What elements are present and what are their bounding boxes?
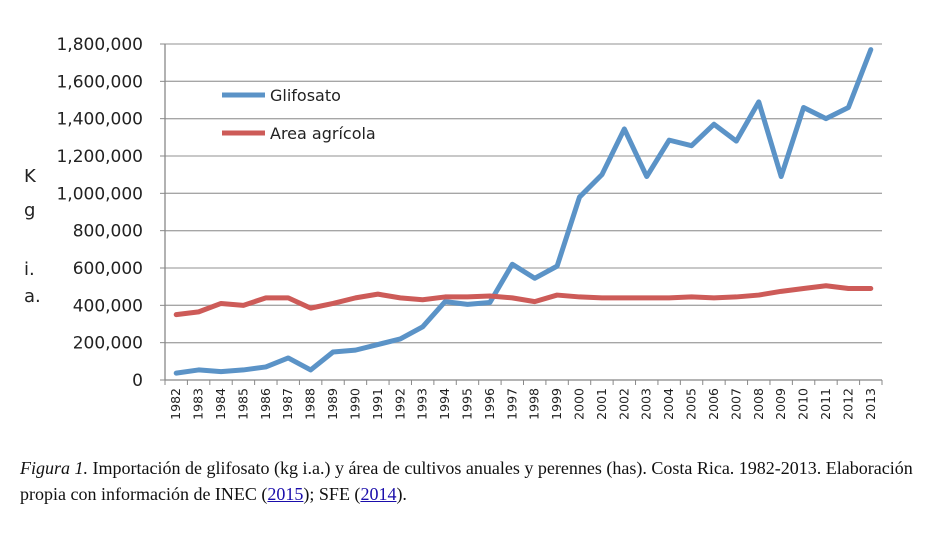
y-axis-label: g [24, 200, 35, 221]
x-tick-label: 1982 [168, 388, 183, 420]
series-line-area-agricola [173, 283, 874, 318]
y-tick-label: 600,000 [73, 259, 143, 279]
x-tick-label: 1983 [191, 388, 206, 420]
x-tick-label: 2001 [594, 388, 609, 420]
x-tick-label: 2007 [728, 388, 743, 420]
x-tick-label: 1992 [392, 388, 407, 420]
x-tick-label: 1995 [459, 388, 474, 420]
series-line-glifosato [173, 47, 874, 376]
y-tick-label: 200,000 [73, 334, 143, 354]
line-chart: 0 200,000 400,000 600,000 800,000 1,000,000 1,… [24, 35, 883, 420]
x-tick-label: 1997 [504, 388, 519, 420]
x-tick-label: 2012 [840, 388, 855, 420]
y-axis-label: K [24, 166, 37, 187]
y-axis-label: a. [24, 286, 41, 307]
x-tick-label: 1984 [213, 388, 228, 420]
y-tick-label: 1,000,000 [56, 184, 143, 204]
x-tick-label: 2008 [751, 388, 766, 420]
figure-label: Figura 1. [20, 458, 89, 478]
legend-label: Area agrícola [270, 124, 376, 143]
y-tick-label: 1,600,000 [56, 72, 143, 92]
x-tick-label: 1999 [549, 388, 564, 420]
x-tick-label: 1996 [482, 388, 497, 420]
x-tick-label: 1994 [437, 388, 452, 420]
x-tick-label: 1998 [527, 388, 542, 420]
x-tick-label: 1988 [303, 388, 318, 420]
y-tick-label: 1,400,000 [56, 110, 143, 130]
x-tick-label: 1993 [415, 388, 430, 420]
x-tick-label: 2010 [796, 388, 811, 420]
figure-caption: Figura 1. Importación de glifosato (kg i… [20, 455, 920, 507]
y-tick-label: 400,000 [73, 296, 143, 316]
x-tick-label: 1985 [235, 388, 250, 420]
sfe-link[interactable]: 2014 [360, 484, 397, 504]
x-tick-label: 2000 [572, 388, 587, 420]
inec-link[interactable]: 2015 [267, 484, 304, 504]
legend-label: Glifosato [270, 86, 341, 105]
x-tick-label: 2009 [773, 388, 788, 420]
x-tick-label: 2011 [818, 388, 833, 420]
x-tick-label: 1987 [280, 388, 295, 420]
x-tick-label: 2006 [706, 388, 721, 420]
y-axis-label: i. [24, 259, 35, 280]
caption-text: ). [396, 484, 407, 504]
x-tick-label: 1990 [347, 388, 362, 420]
x-tick-label: 2002 [616, 388, 631, 420]
x-tick-label: 2005 [684, 388, 699, 420]
caption-text: Importación de glifosato (kg i.a.) y áre… [20, 458, 913, 504]
y-tick-label: 800,000 [73, 222, 143, 242]
y-tick-label: 1,200,000 [56, 147, 143, 167]
x-tick-label: 1986 [258, 388, 273, 420]
x-tick-label: 1989 [325, 388, 340, 420]
y-tick-label: 1,800,000 [56, 35, 143, 55]
x-tick-label: 2004 [661, 388, 676, 420]
y-tick-label: 0 [132, 371, 143, 391]
x-tick-label: 2013 [863, 388, 878, 420]
x-tick-label: 2003 [639, 388, 654, 420]
caption-text: ); SFE ( [303, 484, 361, 504]
x-tick-label: 1991 [370, 388, 385, 420]
